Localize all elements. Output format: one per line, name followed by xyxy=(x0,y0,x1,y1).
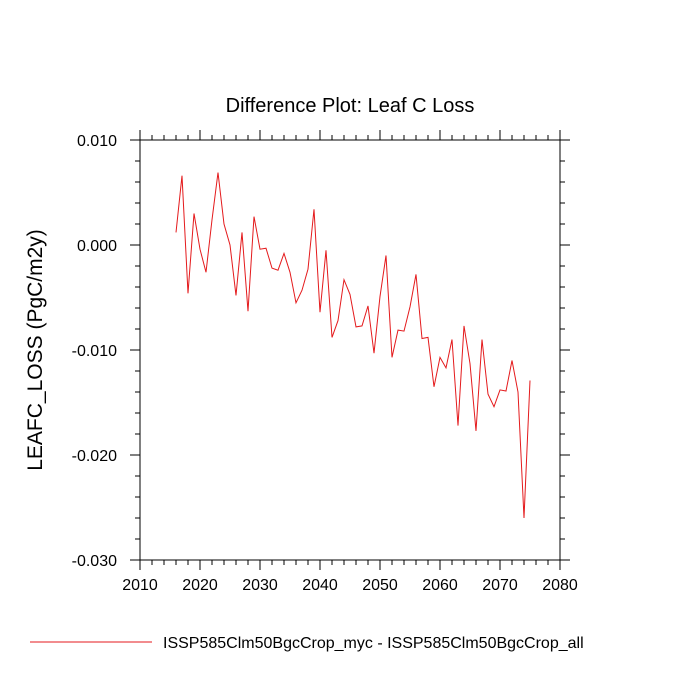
y-tick-label: -0.020 xyxy=(72,448,117,465)
plot-frame xyxy=(139,139,561,561)
y-tick-label: -0.030 xyxy=(72,553,117,570)
chart-title: Difference Plot: Leaf C Loss xyxy=(226,95,475,117)
x-tick-label: 2080 xyxy=(542,577,578,594)
x-tick-label: 2030 xyxy=(242,577,278,594)
tick-labels: 2010 2020 2030 2040 2050 2060 2070 2080 -0.030 -0… xyxy=(72,133,578,594)
y-tick-label: 0.010 xyxy=(77,133,117,150)
x-tick-label: 2050 xyxy=(362,577,398,594)
axis-ticks xyxy=(130,130,570,570)
x-tick-label: 2020 xyxy=(182,577,218,594)
y-tick-label: -0.010 xyxy=(72,343,117,360)
x-tick-label: 2070 xyxy=(482,577,518,594)
y-axis-label: LEAFC_LOSS (PgC/m2y) xyxy=(24,229,47,471)
legend-label: ISSP585Clm50BgcCrop_myc - ISSP585Clm50Bg… xyxy=(163,635,584,652)
series-line xyxy=(175,172,531,519)
legend: ISSP585Clm50BgcCrop_myc - ISSP585Clm50Bg… xyxy=(30,635,584,652)
x-tick-label: 2010 xyxy=(122,577,158,594)
x-tick-label: 2060 xyxy=(422,577,458,594)
x-tick-label: 2040 xyxy=(302,577,338,594)
y-tick-label: 0.000 xyxy=(77,238,117,255)
series-layer xyxy=(175,172,531,519)
